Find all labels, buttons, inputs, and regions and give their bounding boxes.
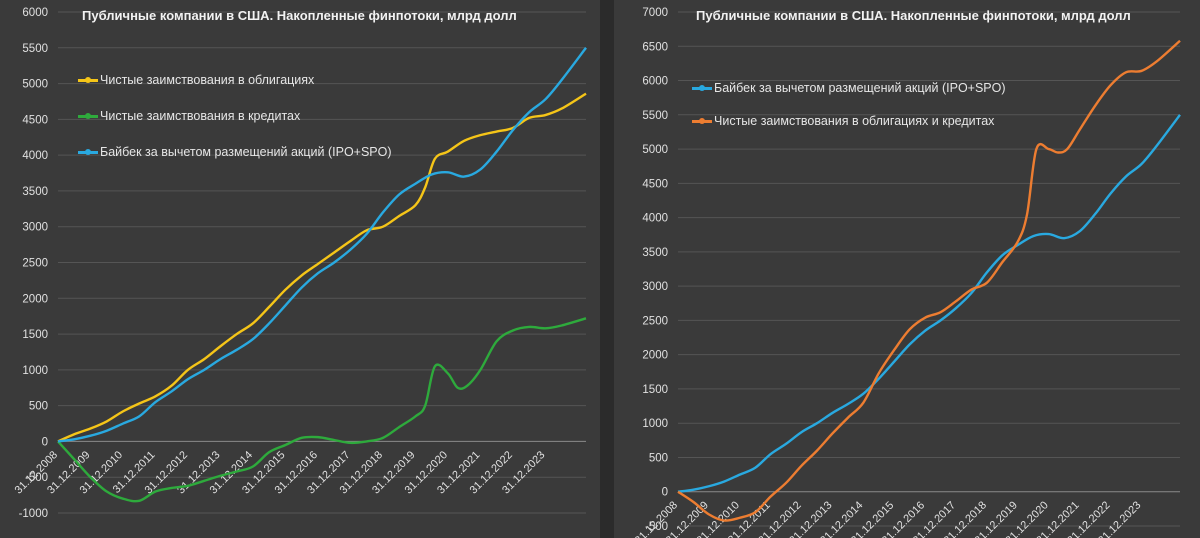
left-ytick-label: 3500 [22,186,48,198]
left-ytick-label: 3000 [22,222,48,234]
left-ytick-label: 5000 [22,79,48,91]
left-legend-item-buyback: Байбек за вычетом размещений акций (IPO+… [78,145,392,159]
left-ytick-label: 4500 [22,114,48,126]
legend-marker-debt [692,117,712,124]
right-ytick-label: 2500 [642,315,668,327]
right-ytick-label: 2000 [642,350,668,362]
right-ytick-label: 1000 [642,418,668,430]
legend-marker-loans [78,112,98,119]
legend-label-bonds: Чистые заимствования в облигациях [100,73,315,87]
right-chart-canvas: -500 0 500 1000 1500 2000 2500 3000 3500 4000 4500… [633,7,1181,538]
left-ytick-label: 6000 [22,7,48,19]
legend-label-debt: Чистые заимствования в облигациях и кред… [714,114,995,128]
left-ytick-label: 0 [42,436,48,448]
right-ytick-label: 5000 [642,144,668,156]
legend-marker-buyback [78,148,98,155]
left-ytick-label: 1500 [22,329,48,341]
left-ytick-label: 500 [29,401,48,413]
left-ytick-label: 2000 [22,293,48,305]
panel-divider [600,0,614,538]
left-series-line-2 [57,47,587,443]
legend-label-loans: Чистые заимствования в кредитах [100,109,301,123]
legend-marker-bonds [78,76,98,83]
right-ytick-label: 0 [662,487,668,499]
left-ytick-label: 4000 [22,150,48,162]
right-ytick-label: 6500 [642,41,668,53]
right-ytick-label: 6000 [642,76,668,88]
right-ytick-label: 500 [649,452,668,464]
left-ytick-label: 2500 [22,258,48,270]
left-ytick-label: 5500 [22,43,48,55]
legend-label-buyback-right: Байбек за вычетом размещений акций (IPO+… [714,81,1006,95]
right-ytick-label: 7000 [642,7,668,19]
right-series-line-0 [677,114,1181,493]
right-chart-panel: -500 0 500 1000 1500 2000 2500 3000 3500 4000 4500… [614,0,1200,538]
left-series-line-1 [57,317,587,503]
right-ytick-label: 4000 [642,213,668,225]
right-ytick-label: -500 [645,521,668,533]
legend-marker-buyback-right [692,84,712,91]
left-ytick-label: 1000 [22,365,48,377]
right-ytick-label: 5500 [642,110,668,122]
right-ytick-label: 3000 [642,281,668,293]
right-series-line-1 [677,39,1181,522]
right-legend-item-debt: Чистые заимствования в облигациях и кред… [692,114,994,128]
left-legend-item-bonds: Чистые заимствования в облигациях [78,73,314,87]
left-ytick-label: -1000 [19,508,48,520]
right-legend-item-buyback: Байбек за вычетом размещений акций (IPO+… [692,81,1006,95]
left-series-line-0 [57,92,587,443]
left-chart-panel: -1000 -500 0 500 1000 1500 2000 2500 3000 3500 400… [12,7,587,520]
right-chart-title: Публичные компании в США. Накопленные фи… [696,8,1131,23]
legend-label-buyback: Байбек за вычетом размещений акций (IPO+… [100,145,392,159]
right-ytick-label: 4500 [642,178,668,190]
left-chart-title: Публичные компании в США. Накопленные фи… [82,8,517,23]
left-chart-canvas: -1000 -500 0 500 1000 1500 2000 2500 3000 3500 400… [13,7,587,520]
left-ytick-label: -500 [25,472,48,484]
right-ytick-label: 1500 [642,384,668,396]
right-ytick-label: 3500 [642,247,668,259]
left-legend-item-loans: Чистые заимствования в кредитах [78,109,300,123]
